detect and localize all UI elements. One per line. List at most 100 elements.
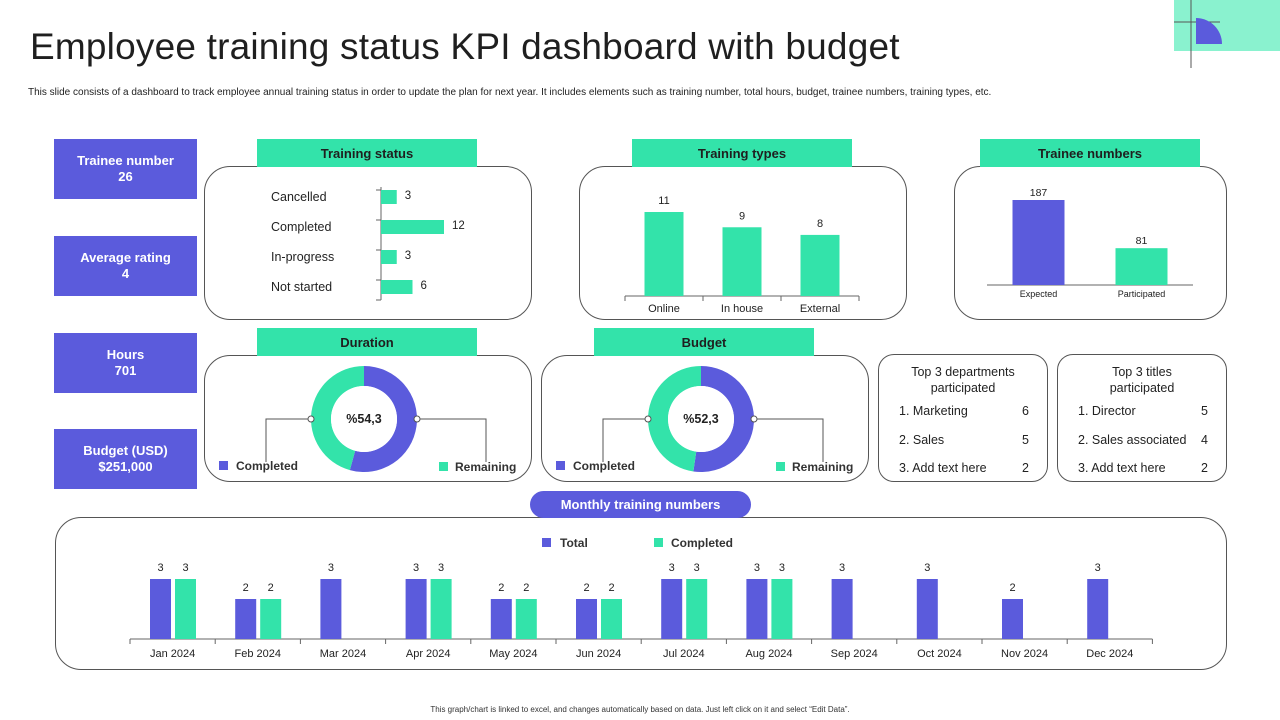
budget-donut-chart: %52,3 Completed Remaining (556, 366, 853, 474)
data-label: 3 (413, 562, 419, 574)
list-item: 2. Sales 5 (899, 433, 1029, 447)
leader-line (265, 418, 311, 462)
category-label: In-progress (271, 250, 334, 264)
category-label: Aug 2024 (745, 648, 792, 660)
data-label: 3 (839, 562, 845, 574)
legend-swatch (439, 462, 448, 471)
data-label: 187 (1030, 187, 1048, 199)
leader-dot (750, 415, 758, 423)
kpi-label: Budget (USD) (83, 443, 168, 458)
category-label: Jan 2024 (150, 648, 195, 660)
category-label: Apr 2024 (406, 648, 451, 660)
bar (235, 599, 257, 639)
category-label: External (800, 303, 840, 315)
kpi-value: 701 (114, 363, 137, 378)
data-label: 3 (405, 190, 411, 202)
bar (320, 579, 342, 639)
data-label: 3 (924, 562, 930, 574)
title-value: 4 (1201, 433, 1208, 447)
data-label: 3 (669, 562, 675, 574)
top-departments-title: Top 3 departments participated (911, 365, 1015, 395)
data-label: 2 (1009, 582, 1015, 594)
category-label: Completed (271, 220, 331, 234)
duration-header: Duration (257, 328, 477, 356)
data-label: 2 (523, 582, 529, 594)
data-label: 2 (583, 582, 589, 594)
legend-swatch (556, 461, 565, 470)
bar (175, 579, 196, 639)
data-label: 81 (1136, 235, 1148, 247)
category-label: Oct 2024 (917, 648, 962, 660)
data-label: 3 (754, 562, 760, 574)
monthly-training-chart: Total Completed Jan 2024 3 3 Feb 2024 2 2 Mar 20… (129, 536, 1153, 660)
data-label: 2 (498, 582, 504, 594)
page-title: Employee training status KPI dashboard w… (30, 26, 900, 67)
budget-panel: %52,3 Completed Remaining (541, 355, 869, 482)
kpi-hours: Hours 701 (54, 333, 197, 393)
leader-dot (644, 415, 652, 423)
title-name: 2. Sales associated (1078, 433, 1187, 447)
category-label: Not started (271, 280, 332, 294)
donut-hole (668, 386, 734, 452)
bar (381, 190, 397, 204)
footer-note: This graph/chart is linked to excel, and… (430, 705, 850, 714)
training-status-panel: Cancelled 3 Completed 12 In-progress 3 Not sta… (204, 166, 532, 320)
category-label: Nov 2024 (1001, 648, 1048, 660)
data-label: 8 (817, 218, 823, 230)
category-label: Dec 2024 (1086, 648, 1133, 660)
kpi-budget: Budget (USD) $251,000 (54, 429, 197, 489)
kpi-label: Trainee number (77, 153, 174, 168)
department-name: 1. Marketing (899, 404, 968, 418)
category-label: Sep 2024 (831, 648, 878, 660)
category-label: May 2024 (489, 648, 537, 660)
bar (601, 599, 622, 639)
kpi-average-rating: Average rating 4 (54, 236, 197, 296)
category-label: In house (721, 303, 763, 315)
donut-slice (648, 366, 701, 472)
training-types-header: Training types (632, 139, 852, 167)
kpi-value: $251,000 (98, 459, 153, 474)
leader-dot (307, 415, 315, 423)
corner-quarter-circle-icon (1174, 0, 1222, 68)
legend-label: Completed (573, 459, 635, 473)
kpi-trainee-number: Trainee number 26 (54, 139, 197, 199)
leader-dot (413, 415, 421, 423)
bar (381, 280, 413, 294)
legend-swatch (219, 461, 228, 470)
bar (260, 599, 282, 639)
center-label: %54,3 (346, 412, 381, 426)
training-status-header: Training status (257, 139, 477, 167)
data-label: 3 (779, 562, 785, 574)
top-titles-box: Top 3 titles participated 1. Director 5 … (1057, 354, 1227, 482)
bar (831, 579, 853, 639)
bar (800, 234, 840, 296)
donut-hole (331, 386, 397, 452)
kpi-label: Average rating (80, 250, 171, 265)
monthly-panel: Total Completed Jan 2024 3 3 Feb 2024 2 2 Mar 20… (55, 517, 1227, 670)
duration-donut-chart: %54,3 Completed Remaining (219, 366, 516, 474)
bar (722, 227, 762, 296)
data-label: 3 (438, 562, 444, 574)
list-item: 1. Director 5 (1078, 404, 1208, 418)
kpi-label: Hours (106, 347, 145, 362)
department-value: 5 (1022, 433, 1029, 447)
title-name: 3. Add text here (1078, 461, 1166, 475)
legend-swatch (654, 538, 663, 547)
corner-decoration (1174, 0, 1280, 51)
page-subtitle: This slide consists of a dashboard to tr… (28, 87, 992, 98)
legend-swatch (542, 538, 551, 547)
list-item: 2. Sales associated 4 (1078, 433, 1208, 447)
leader-line (417, 418, 487, 462)
center-label: %52,3 (683, 412, 718, 426)
donut-slice (693, 366, 754, 472)
department-name: 2. Sales (899, 433, 945, 447)
bar (686, 579, 708, 639)
training-types-panel: 11 Online 9 In house 8 External (579, 166, 907, 320)
title-value: 5 (1201, 404, 1208, 418)
bar (1087, 579, 1109, 639)
top-titles-title: Top 3 titles participated (1109, 365, 1175, 395)
category-label: Expected (1020, 289, 1058, 299)
category-label: Cancelled (271, 190, 327, 204)
data-label: 9 (739, 210, 745, 222)
donut-slice (349, 366, 417, 472)
